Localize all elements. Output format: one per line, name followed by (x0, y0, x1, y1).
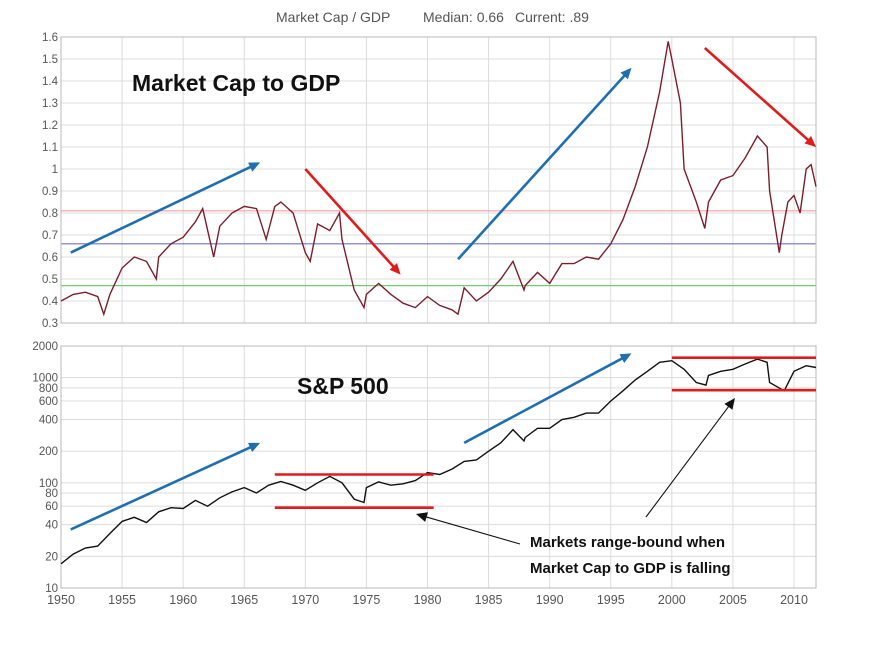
y-tick-label: 60 (45, 501, 58, 513)
chart-header-median: Median: 0.66 (423, 9, 504, 25)
y-tick-label: 800 (39, 383, 58, 395)
top-gridlines (61, 37, 816, 323)
y-tick-label: 200 (39, 446, 58, 458)
top-panel: 0.3 0.4 0.5 0.6 0.7 0.8 0.9 1 1.1 1.2 1.3 1.4 1.5 1.6… (42, 32, 817, 330)
bottom-plot-frame (60, 345, 817, 589)
y-tick-label: 80 (45, 488, 58, 500)
y-tick-label: 100 (39, 478, 58, 490)
y-tick-label: 0.4 (42, 296, 59, 308)
annotation-pointer-line (645, 403, 732, 518)
chart-header-title: Market Cap / GDP (276, 9, 390, 25)
bottom-gridlines (61, 346, 816, 588)
x-tick-label: 1955 (108, 593, 136, 607)
x-tick-label: 2010 (780, 593, 808, 607)
trend-arrow-head (619, 353, 632, 364)
y-tick-label: 600 (39, 396, 58, 408)
top-y-tick-labels: 0.3 0.4 0.5 0.6 0.7 0.8 0.9 1 1.1 1.2 1.3 1.4 1.5 1.6 (42, 32, 59, 330)
y-tick-label: 1 (52, 164, 58, 176)
trend-arrow-head (248, 162, 261, 172)
annotation-pointer-head (416, 512, 428, 522)
y-tick-label: 0.7 (42, 230, 58, 242)
y-tick-label: 0.8 (42, 208, 58, 220)
y-tick-label: 1.3 (42, 98, 58, 110)
x-tick-label: 1995 (597, 593, 625, 607)
trend-arrow-line (70, 164, 254, 254)
y-tick-label: 1.1 (42, 142, 58, 154)
x-tick-label: 2000 (658, 593, 686, 607)
sp500-series-line (60, 358, 817, 565)
range-bound-lines (274, 356, 816, 510)
annotation-pointer-arrows (416, 398, 735, 545)
top-plot-frame (60, 36, 817, 324)
y-tick-label: 2000 (32, 341, 58, 353)
y-tick-label: 0.6 (42, 252, 58, 264)
y-tick-label: 40 (45, 520, 58, 532)
trend-arrow-line (457, 72, 628, 261)
trend-arrow-head (804, 135, 816, 147)
x-tick-labels: 1950 1955 1960 1965 1970 1975 1980 1985 1990 1995… (47, 593, 808, 607)
x-tick-label: 2005 (719, 593, 747, 607)
trend-arrow-head (389, 263, 401, 275)
bottom-chart-title: S&P 500 (297, 373, 389, 399)
y-tick-label: 20 (45, 551, 58, 563)
x-tick-label: 1975 (353, 593, 381, 607)
y-tick-label: 1.6 (42, 32, 58, 44)
annotation-pointer-line (422, 515, 521, 545)
y-tick-label: 0.5 (42, 274, 58, 286)
y-tick-label: 0.9 (42, 186, 58, 198)
y-tick-label: 0.3 (42, 318, 58, 330)
market-cap-gdp-series-line (60, 41, 817, 317)
trend-arrow-line (70, 444, 254, 531)
annotation-pointer-head (724, 398, 735, 410)
chart-header-current: Current: .89 (515, 9, 589, 25)
x-tick-label: 1950 (47, 593, 75, 607)
trend-arrow-line (304, 168, 397, 270)
x-tick-label: 1960 (169, 593, 197, 607)
top-trend-arrows (70, 47, 816, 275)
trend-arrow-head (620, 67, 632, 80)
top-chart-title: Market Cap to GDP (132, 70, 340, 96)
y-tick-label: 10 (45, 583, 58, 595)
y-tick-label: 1.5 (42, 54, 58, 66)
y-tick-label: 1000 (32, 373, 58, 385)
top-reference-lines (61, 210, 816, 287)
trend-arrow-line (703, 47, 811, 143)
annotation-line-1: Markets range-bound when (530, 534, 725, 551)
x-tick-label: 1980 (414, 593, 442, 607)
trend-arrow-head (248, 442, 261, 452)
x-tick-label: 1965 (230, 593, 258, 607)
x-tick-label: 1990 (536, 593, 564, 607)
annotation-line-2: Market Cap to GDP is falling (530, 560, 731, 577)
y-tick-label: 1.4 (42, 76, 59, 88)
bottom-trend-arrows (70, 353, 632, 531)
x-tick-label: 1985 (475, 593, 503, 607)
y-tick-label: 400 (39, 415, 58, 427)
x-tick-label: 1970 (291, 593, 319, 607)
y-tick-label: 1.2 (42, 120, 58, 132)
trend-arrow-line (463, 356, 626, 444)
